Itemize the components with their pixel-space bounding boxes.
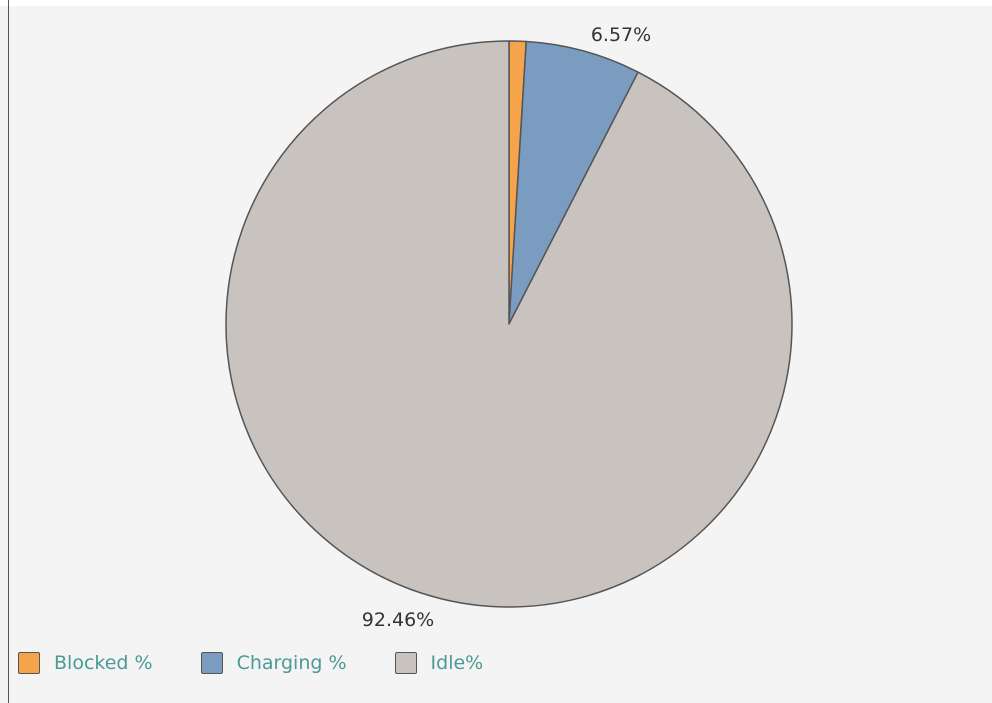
pie-slice-charging[interactable] xyxy=(508,40,639,325)
slice-label-idle: 92.46% xyxy=(362,609,434,631)
legend-swatch-charging xyxy=(200,652,223,674)
legend-label-charging: Charging % xyxy=(236,652,347,674)
legend: Blocked % Charging % Idle% xyxy=(18,650,531,676)
pie-slice-idle[interactable] xyxy=(225,40,793,608)
legend-label-blocked: Blocked % xyxy=(54,652,153,674)
legend-item-blocked[interactable]: Blocked % xyxy=(18,652,153,674)
legend-item-charging[interactable]: Charging % xyxy=(200,652,347,674)
slice-label-charging: 6.57% xyxy=(591,24,651,46)
pie-slices xyxy=(225,40,793,608)
legend-item-idle[interactable]: Idle% xyxy=(394,652,484,674)
left-border xyxy=(8,0,9,703)
legend-swatch-blocked xyxy=(18,652,40,674)
legend-label-idle: Idle% xyxy=(430,652,484,674)
legend-swatch-idle xyxy=(394,652,417,674)
